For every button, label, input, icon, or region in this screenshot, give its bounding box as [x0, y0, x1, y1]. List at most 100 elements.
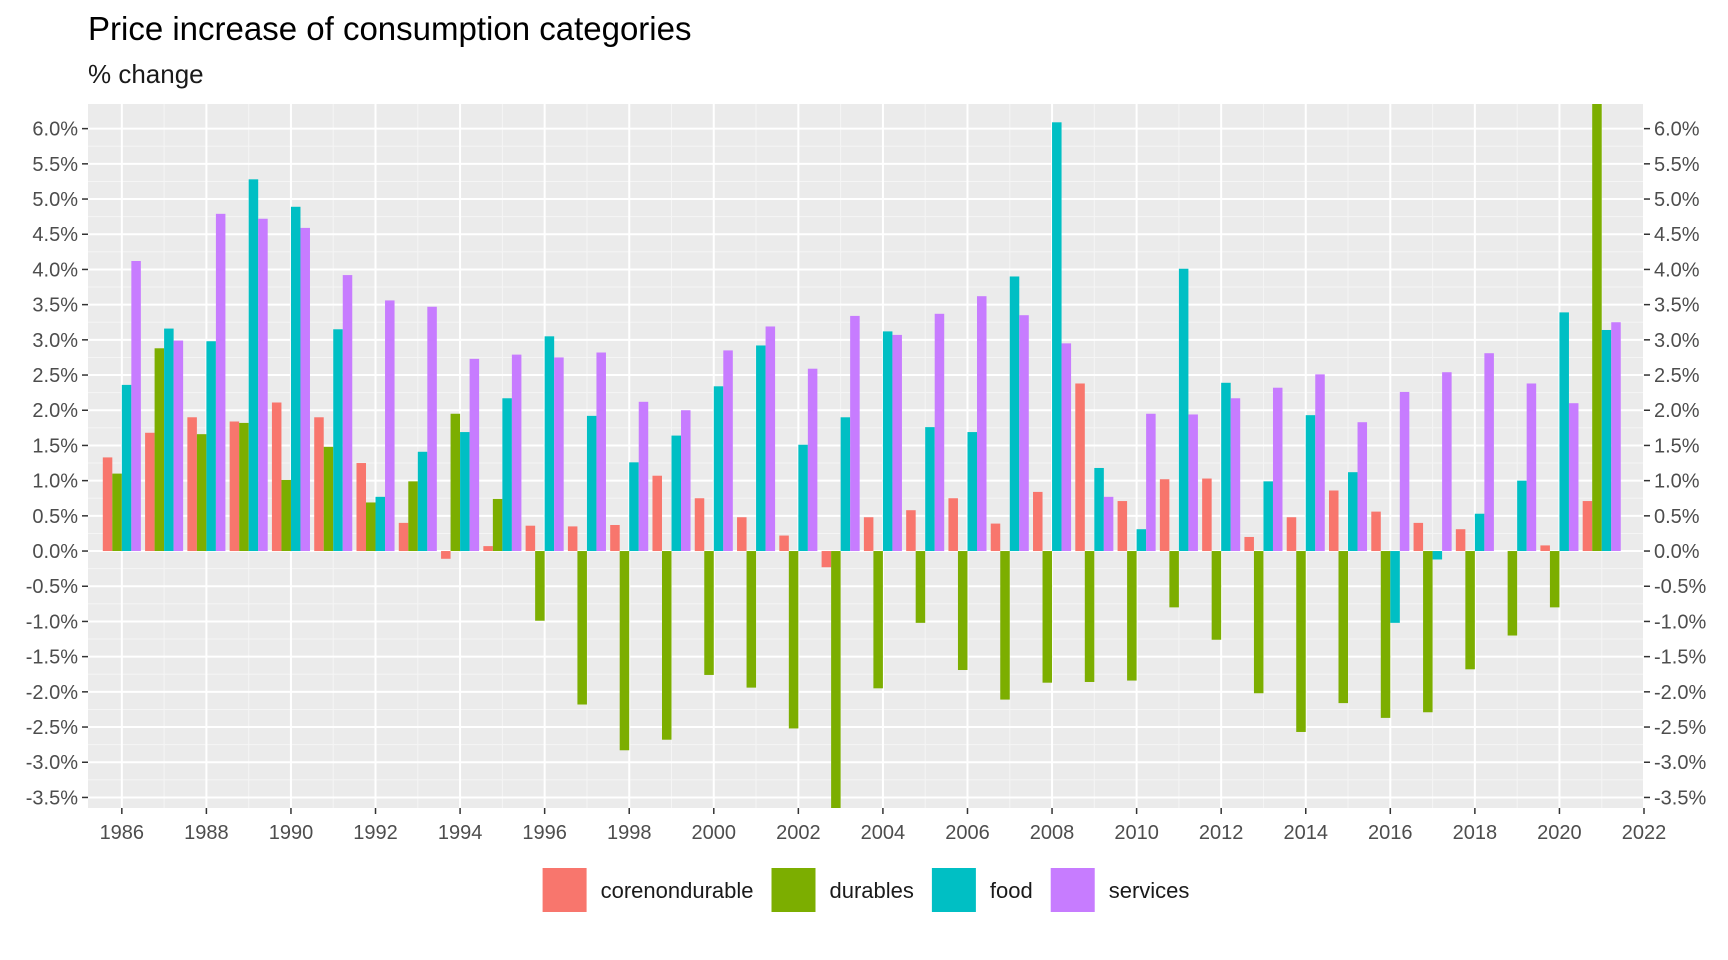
bar-corenondurable-1995: [483, 546, 493, 552]
bar-durables-2005: [915, 551, 926, 623]
y-tick-label-left: -2.0%: [26, 682, 78, 704]
bar-services-2008: [1061, 343, 1072, 552]
x-tick-label: 2004: [861, 822, 906, 844]
bar-corenondurable-1989: [229, 421, 240, 552]
bar-durables-2012: [1211, 551, 1222, 640]
bar-corenondurable-1993: [398, 522, 409, 552]
y-tick-label-left: 4.0%: [32, 259, 78, 281]
bar-food-2004: [882, 331, 893, 552]
bar-services-2017: [1442, 372, 1452, 552]
x-tick-label: 1992: [353, 822, 398, 844]
bar-corenondurable-2010: [1117, 501, 1128, 552]
x-tick-label: 2020: [1537, 822, 1582, 844]
x-tick-label: 1988: [184, 822, 229, 844]
bar-services-1987: [173, 340, 184, 552]
bar-services-1993: [427, 306, 437, 552]
y-tick-label-right: 2.5%: [1654, 365, 1700, 387]
bar-durables-1986: [112, 473, 122, 552]
bar-services-1991: [342, 275, 353, 552]
bar-durables-2000: [704, 551, 714, 675]
bar-services-2018: [1484, 353, 1494, 552]
bar-services-2021: [1611, 322, 1621, 552]
x-tick-label: 2006: [945, 822, 990, 844]
bar-food-2006: [967, 432, 977, 552]
bar-durables-2011: [1169, 551, 1179, 608]
y-tick-label-left: 6.0%: [32, 119, 78, 141]
y-tick-label-right: -3.5%: [1654, 787, 1706, 809]
bar-services-2000: [723, 350, 733, 552]
bar-food-2014: [1305, 415, 1316, 552]
x-tick-label: 2022: [1622, 822, 1667, 844]
y-tick-label-right: -2.0%: [1654, 682, 1706, 704]
bar-services-2011: [1188, 414, 1198, 552]
x-tick-label: 2012: [1199, 822, 1244, 844]
bar-durables-2002: [788, 551, 799, 729]
bar-durables-1994: [450, 413, 461, 552]
y-tick-label-right: 1.5%: [1654, 435, 1700, 457]
bar-corenondurable-2009: [1075, 383, 1085, 552]
bar-corenondurable-2013: [1244, 536, 1254, 552]
bar-services-2015: [1357, 422, 1368, 552]
bar-durables-2003: [831, 551, 841, 808]
y-tick-label-right: -1.5%: [1654, 647, 1706, 669]
legend-key-durables: [771, 868, 816, 912]
bar-food-2000: [713, 386, 724, 552]
bar-corenondurable-2002: [779, 535, 789, 552]
bar-food-1999: [671, 435, 682, 552]
bar-durables-1993: [408, 481, 418, 552]
bar-food-1990: [290, 206, 301, 552]
y-tick-label-right: 3.0%: [1654, 330, 1700, 352]
bar-corenondurable-2007: [990, 523, 1001, 552]
bar-corenondurable-2004: [863, 517, 874, 552]
bar-durables-2018: [1465, 551, 1475, 670]
bar-corenondurable-2011: [1159, 479, 1170, 552]
bar-services-2019: [1526, 383, 1537, 552]
bar-corenondurable-1994: [441, 551, 451, 559]
y-tick-label-left: 4.5%: [32, 224, 78, 246]
legend-label-food: food: [990, 878, 1033, 903]
bar-durables-1991: [323, 446, 334, 552]
y-tick-label-right: 0.0%: [1654, 541, 1700, 563]
bar-corenondurable-2012: [1202, 478, 1212, 552]
bar-durables-2017: [1423, 551, 1433, 713]
x-tick-label: 1994: [438, 822, 483, 844]
bar-corenondurable-2017: [1413, 522, 1424, 552]
legend-label-durables: durables: [830, 878, 914, 903]
bar-services-2007: [1019, 315, 1029, 552]
bar-durables-1996: [535, 551, 545, 621]
bar-corenondurable-1988: [187, 417, 197, 552]
y-tick-label-left: 2.0%: [32, 400, 78, 422]
bar-food-1997: [586, 415, 597, 552]
y-tick-label-left: 3.5%: [32, 295, 78, 317]
bar-corenondurable-1996: [525, 525, 536, 552]
bar-food-2003: [840, 417, 851, 552]
y-tick-label-left: -3.0%: [26, 752, 78, 774]
bar-food-2018: [1474, 513, 1485, 552]
bar-corenondurable-1999: [652, 475, 662, 552]
bar-durables-1998: [619, 551, 630, 751]
bar-durables-1992: [366, 502, 376, 552]
bar-food-1987: [164, 328, 174, 552]
y-tick-label-right: 5.0%: [1654, 189, 1700, 211]
bar-services-2005: [934, 313, 945, 552]
bar-corenondurable-2021: [1582, 501, 1593, 552]
bar-services-2020: [1568, 403, 1579, 552]
bar-services-2016: [1399, 391, 1410, 552]
bar-services-2003: [850, 315, 860, 552]
bar-durables-2009: [1084, 551, 1095, 682]
bar-corenondurable-1997: [567, 526, 578, 552]
chart-title: Price increase of consumption categories: [88, 10, 692, 47]
x-tick-label: 2008: [1030, 822, 1075, 844]
bar-corenondurable-2005: [906, 510, 916, 552]
bar-services-1994: [469, 358, 480, 552]
bar-corenondurable-2016: [1371, 511, 1381, 552]
bar-services-2012: [1230, 398, 1241, 552]
bar-durables-2010: [1127, 551, 1137, 681]
bar-food-2002: [798, 444, 808, 552]
legend-label-corenondurable: corenondurable: [601, 878, 754, 903]
bar-services-2006: [976, 296, 987, 552]
bar-corenondurable-1991: [314, 417, 324, 552]
legend-key-corenondurable: [542, 868, 587, 912]
x-tick-label: 1986: [100, 822, 145, 844]
